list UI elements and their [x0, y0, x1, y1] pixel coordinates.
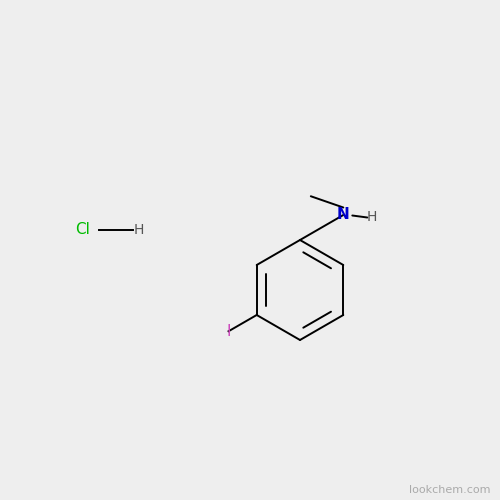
- Text: Cl: Cl: [75, 222, 90, 238]
- Text: H: H: [134, 223, 144, 237]
- Text: N: N: [337, 208, 349, 222]
- Text: H: H: [367, 210, 378, 224]
- Text: I: I: [226, 324, 231, 339]
- Text: lookchem.com: lookchem.com: [408, 485, 490, 495]
